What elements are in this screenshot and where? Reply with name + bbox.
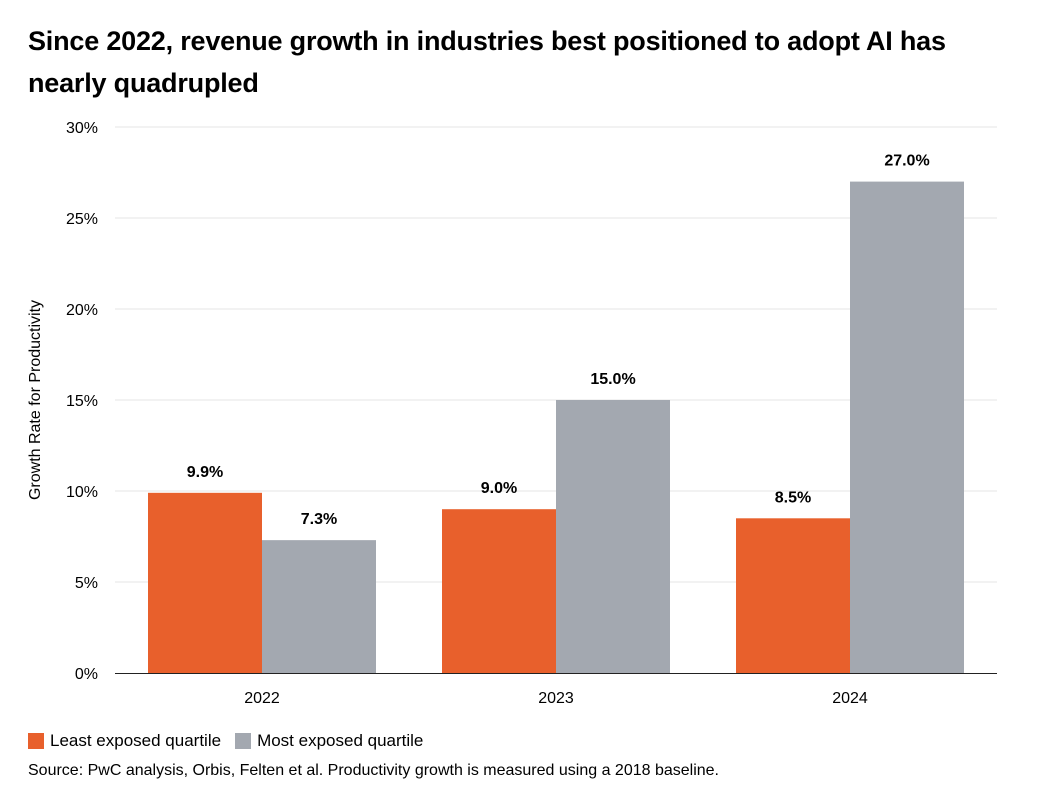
legend-item-least-exposed: Least exposed quartile [28,731,221,751]
data-labels: 9.9% 7.3% 9.0% 15.0% 8.5% 27.0% [187,153,930,529]
x-tick-label: 2023 [538,690,574,707]
x-tick-label: 2024 [832,690,868,707]
bar-most-exposed-quartile-2024 [850,181,964,673]
bars [148,181,964,673]
legend-swatch-most-exposed [235,733,252,749]
y-tick-label: 30% [66,120,98,137]
legend-label-least-exposed: Least exposed quartile [50,731,222,750]
data-label: 8.5% [775,489,811,506]
bar-chart: 0% 5% 10% 15% 20% 25% 30% 9.9% 7.3% 9.0% 15.0% 8.5… [27,120,997,707]
y-tick-label: 5% [75,575,98,592]
y-tick-label: 0% [75,666,98,683]
source-note: Source: PwC analysis, Orbis, Felten et a… [28,762,719,779]
bar-least-exposed-quartile-2024 [736,518,850,673]
data-label: 7.3% [301,511,337,528]
y-axis-label: Growth Rate for Productivity [27,300,44,500]
bar-most-exposed-quartile-2023 [556,400,670,673]
chart-title: Since 2022, revenue growth in industries… [28,26,946,98]
y-tick-label: 25% [66,211,98,228]
bar-most-exposed-quartile-2022 [262,540,376,673]
y-tick-label: 10% [66,484,98,501]
bar-least-exposed-quartile-2022 [148,492,262,673]
x-tick-label: 2022 [244,690,280,707]
y-axis-ticks: 0% 5% 10% 15% 20% 25% 30% [66,120,98,683]
legend-label-most-exposed: Most exposed quartile [257,731,424,750]
data-label: 9.9% [187,464,223,481]
data-label: 15.0% [590,371,635,388]
bar-least-exposed-quartile-2023 [442,509,556,673]
data-label: 27.0% [884,153,929,170]
y-tick-label: 15% [66,393,98,410]
legend: Least exposed quartile Most exposed quar… [28,731,437,751]
legend-item-most-exposed: Most exposed quartile [235,731,423,751]
x-axis-ticks: 2022 2023 2024 [244,690,868,707]
data-label: 9.0% [481,480,517,497]
y-tick-label: 20% [66,302,98,319]
legend-swatch-least-exposed [28,733,44,749]
